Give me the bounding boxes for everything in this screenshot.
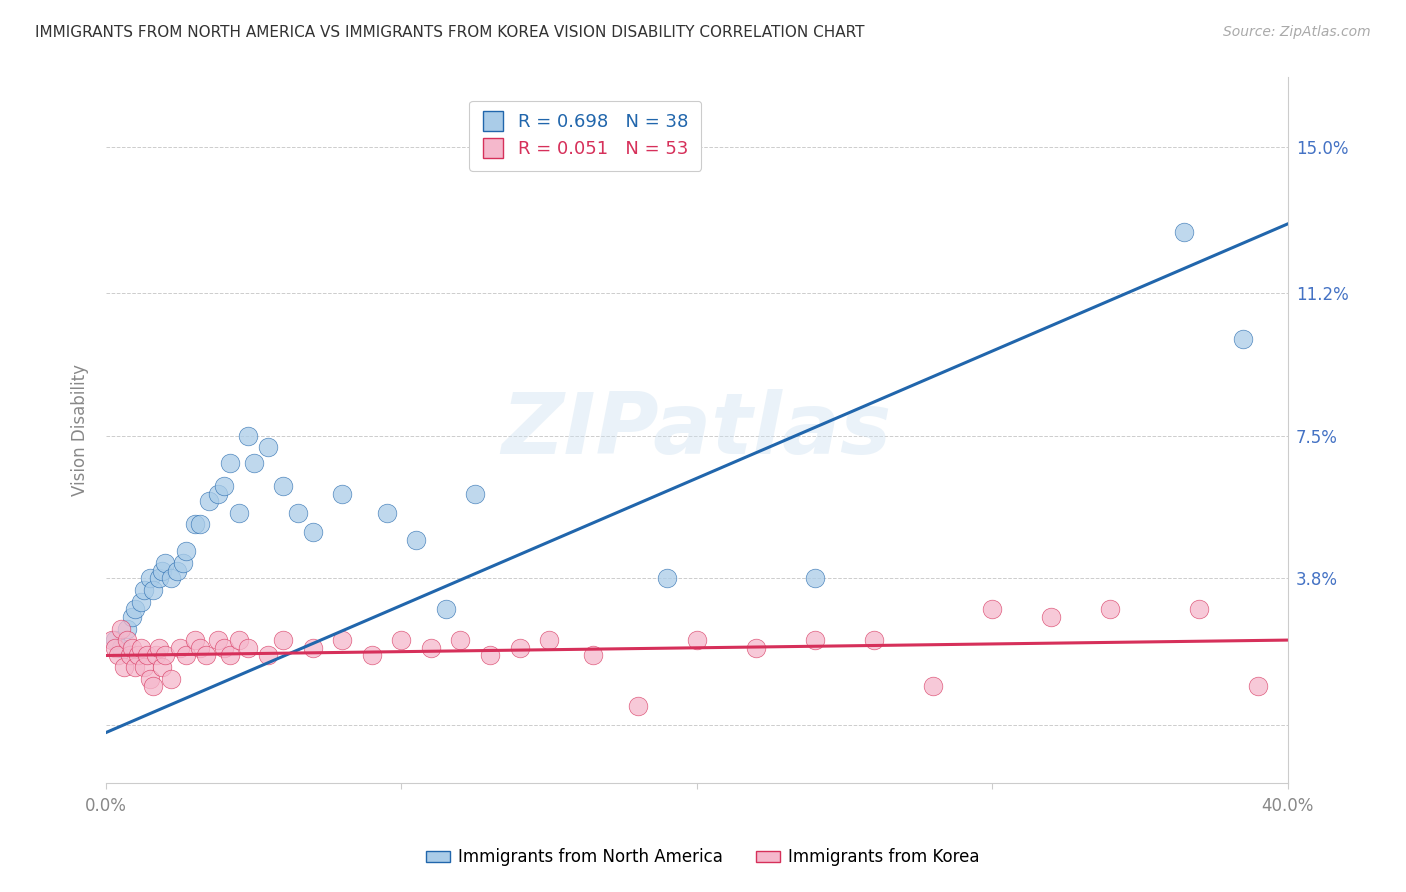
Point	[148, 640, 170, 655]
Point	[257, 648, 280, 663]
Point	[121, 640, 143, 655]
Point	[160, 672, 183, 686]
Legend: R = 0.698   N = 38, R = 0.051   N = 53: R = 0.698 N = 38, R = 0.051 N = 53	[470, 101, 702, 171]
Point	[745, 640, 768, 655]
Point	[195, 648, 218, 663]
Point	[190, 640, 212, 655]
Point	[330, 633, 353, 648]
Point	[627, 698, 650, 713]
Point	[207, 486, 229, 500]
Point	[257, 441, 280, 455]
Point	[375, 506, 398, 520]
Point	[538, 633, 561, 648]
Point	[150, 564, 173, 578]
Point	[207, 633, 229, 648]
Point	[124, 660, 146, 674]
Point	[104, 633, 127, 648]
Point	[198, 494, 221, 508]
Point	[212, 640, 235, 655]
Point	[1173, 225, 1195, 239]
Point	[389, 633, 412, 648]
Point	[121, 610, 143, 624]
Point	[150, 660, 173, 674]
Point	[434, 602, 457, 616]
Point	[190, 517, 212, 532]
Point	[464, 486, 486, 500]
Point	[242, 456, 264, 470]
Point	[287, 506, 309, 520]
Point	[101, 633, 124, 648]
Point	[509, 640, 531, 655]
Point	[582, 648, 605, 663]
Point	[153, 556, 176, 570]
Point	[139, 571, 162, 585]
Point	[131, 640, 153, 655]
Point	[112, 660, 135, 674]
Point	[228, 633, 250, 648]
Point	[148, 571, 170, 585]
Point	[405, 533, 427, 547]
Point	[236, 429, 259, 443]
Point	[1188, 602, 1211, 616]
Text: Source: ZipAtlas.com: Source: ZipAtlas.com	[1223, 25, 1371, 39]
Point	[172, 556, 194, 570]
Point	[360, 648, 382, 663]
Point	[169, 640, 191, 655]
Point	[110, 640, 132, 655]
Point	[104, 640, 127, 655]
Point	[330, 486, 353, 500]
Point	[1232, 333, 1254, 347]
Point	[115, 622, 138, 636]
Point	[153, 648, 176, 663]
Point	[686, 633, 709, 648]
Point	[212, 479, 235, 493]
Point	[922, 679, 945, 693]
Point	[118, 648, 141, 663]
Point	[124, 602, 146, 616]
Point	[183, 517, 205, 532]
Point	[219, 648, 242, 663]
Point	[1247, 679, 1270, 693]
Point	[166, 564, 188, 578]
Point	[449, 633, 471, 648]
Point	[219, 456, 242, 470]
Point	[139, 672, 162, 686]
Point	[174, 544, 197, 558]
Point	[142, 679, 165, 693]
Text: ZIPatlas: ZIPatlas	[502, 389, 891, 472]
Point	[136, 648, 159, 663]
Point	[110, 622, 132, 636]
Point	[236, 640, 259, 655]
Point	[183, 633, 205, 648]
Point	[271, 633, 294, 648]
Point	[301, 525, 323, 540]
Point	[981, 602, 1004, 616]
Point	[1040, 610, 1063, 624]
Point	[142, 582, 165, 597]
Text: IMMIGRANTS FROM NORTH AMERICA VS IMMIGRANTS FROM KOREA VISION DISABILITY CORRELA: IMMIGRANTS FROM NORTH AMERICA VS IMMIGRA…	[35, 25, 865, 40]
Point	[160, 571, 183, 585]
Point	[419, 640, 441, 655]
Point	[1099, 602, 1122, 616]
Point	[115, 633, 138, 648]
Point	[804, 571, 827, 585]
Point	[107, 648, 129, 663]
Point	[145, 648, 167, 663]
Point	[301, 640, 323, 655]
Y-axis label: Vision Disability: Vision Disability	[72, 364, 89, 496]
Point	[479, 648, 502, 663]
Point	[804, 633, 827, 648]
Point	[134, 660, 156, 674]
Point	[657, 571, 679, 585]
Point	[131, 594, 153, 608]
Legend: Immigrants from North America, Immigrants from Korea: Immigrants from North America, Immigrant…	[420, 842, 986, 873]
Point	[127, 648, 149, 663]
Point	[271, 479, 294, 493]
Point	[174, 648, 197, 663]
Point	[863, 633, 886, 648]
Point	[134, 582, 156, 597]
Point	[228, 506, 250, 520]
